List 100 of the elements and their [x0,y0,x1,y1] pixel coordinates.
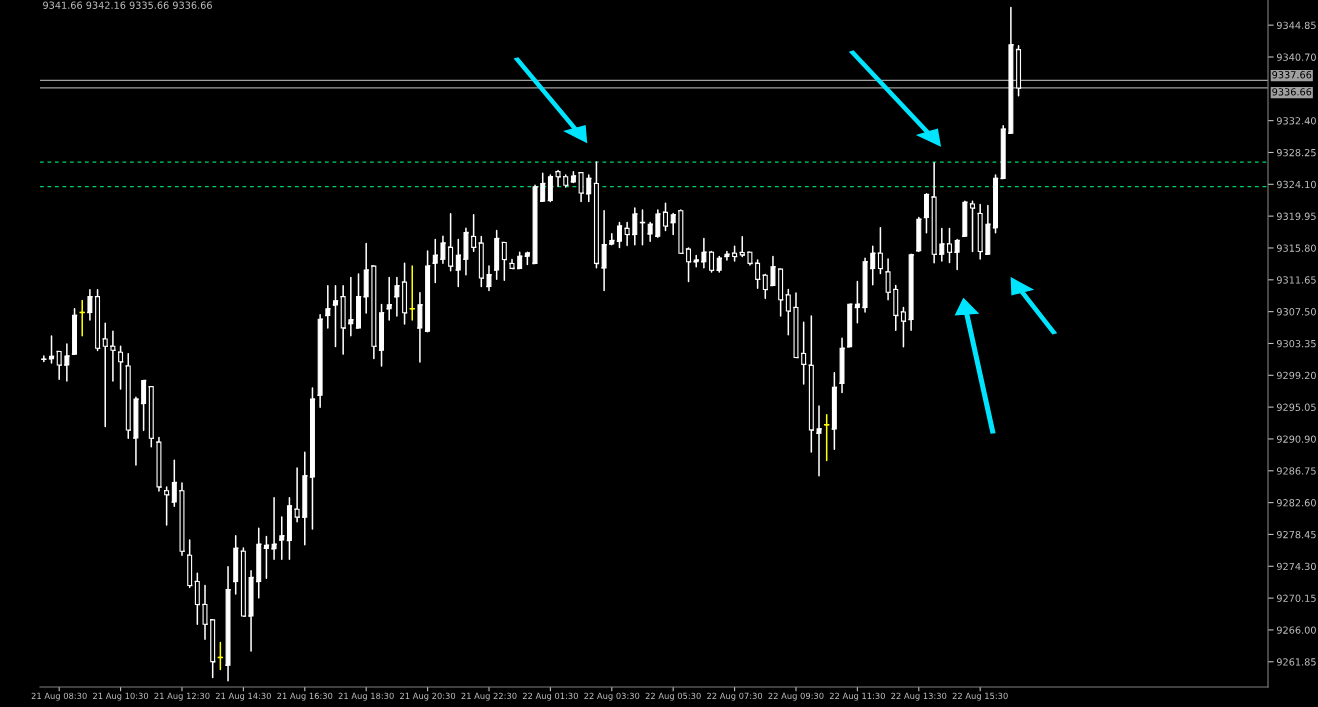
candlestick [869,245,877,286]
y-tick-label: 9266.00 [1276,626,1316,634]
candlestick [838,337,846,394]
candlestick [255,527,263,599]
candlestick [454,238,462,288]
candlestick [554,169,562,187]
candlestick [577,171,585,203]
candlestick [654,209,662,238]
candlestick [301,451,309,546]
x-tick-label: 21 Aug 18:30 [338,692,394,701]
candlestick [109,330,117,382]
candlestick [209,619,217,679]
candlestick [500,241,508,282]
candlestick [723,250,731,261]
candlestick [393,276,401,317]
candlestick [708,250,716,273]
candlestick [769,255,777,287]
candlestick [969,200,976,253]
y-tick-label: 9324.10 [1276,180,1316,189]
annotation: 9341.66 9342.16 9335.66 9336.66 [43,1,212,9]
candlestick [86,289,94,321]
candlestick [830,372,838,451]
candlestick [899,306,907,348]
candlestick [63,343,71,382]
y-tick-label: 9303.35 [1276,339,1316,348]
candlestick [861,257,869,313]
x-tick-label: 21 Aug 10:30 [93,692,149,701]
candlestick [616,221,623,249]
candlestick [101,322,109,428]
candlestick [347,276,355,337]
candlestick [692,254,700,268]
ref-line-label: 9336.66 [1272,88,1312,96]
candlestick [876,226,884,275]
candlestick [992,174,999,234]
candlestick [976,203,984,260]
y-tick-label: 9270.15 [1276,594,1316,602]
candlestick [1007,6,1015,134]
candlestick [485,265,493,292]
x-tick-label: 22 Aug 01:30 [522,692,578,701]
y-tick-label: 9315.80 [1276,244,1316,252]
candlestick [439,235,447,264]
candlestick [738,236,746,258]
candlestick [155,436,163,492]
candlestick [385,276,393,321]
candlestick [278,516,286,560]
candlestick [677,209,685,254]
candlestick [117,345,125,390]
candlestick [447,213,455,272]
candlestick [401,262,409,325]
candlestick [754,259,762,289]
y-tick-label: 9290.90 [1276,435,1316,443]
x-tick-label: 21 Aug 14:30 [215,692,271,701]
candlestick [193,572,201,625]
candlestick [424,250,432,333]
candlestick [884,258,892,301]
candlestick [946,227,953,264]
candlestick [462,227,470,276]
candlestick [239,547,247,617]
candlestick [669,212,677,236]
candlestick [285,496,293,560]
candlestick [270,496,278,560]
x-tick-label: 22 Aug 13:30 [891,692,947,701]
candlestick [915,216,923,253]
candlestick [431,238,439,284]
y-tick-label: 9282.60 [1276,499,1316,507]
x-tick-label: 21 Aug 16:30 [277,692,333,701]
candlestick [800,321,808,385]
candlestick [562,174,570,188]
x-tick-label: 21 Aug 08:30 [31,692,87,701]
candlestick [378,303,385,367]
candlestick [731,245,739,262]
candlestick [493,229,501,281]
candlestick [370,265,378,360]
candlestick [309,387,316,530]
candlestick [746,251,754,266]
y-tick-label: 9278.45 [1276,530,1316,539]
y-tick-label: 9332.40 [1276,117,1316,125]
candlestick [293,467,301,523]
candlestick [546,174,554,203]
y-tick-label: 9307.50 [1276,308,1316,316]
candlestick [163,486,171,526]
x-tick-label: 22 Aug 15:30 [952,692,1008,701]
y-tick-label: 9340.70 [1276,53,1316,61]
candlestick [807,315,815,453]
y-tick-label: 9299.20 [1276,371,1316,380]
ref-line-label: 9337.66 [1272,71,1312,79]
candlestick [938,227,946,262]
candlestick [1015,45,1023,97]
candlestick [815,405,823,477]
candlestick [178,482,186,556]
y-tick-label: 9311.65 [1276,276,1316,284]
candlestick [539,172,547,202]
candlestick [262,535,270,579]
candlestick [846,303,854,348]
candlestick [186,539,194,589]
candlestick [600,209,608,292]
candlestick [999,124,1007,180]
candlestick [569,170,577,184]
x-tick-label: 22 Aug 03:30 [584,692,640,701]
x-tick-label: 21 Aug 20:30 [400,692,456,701]
